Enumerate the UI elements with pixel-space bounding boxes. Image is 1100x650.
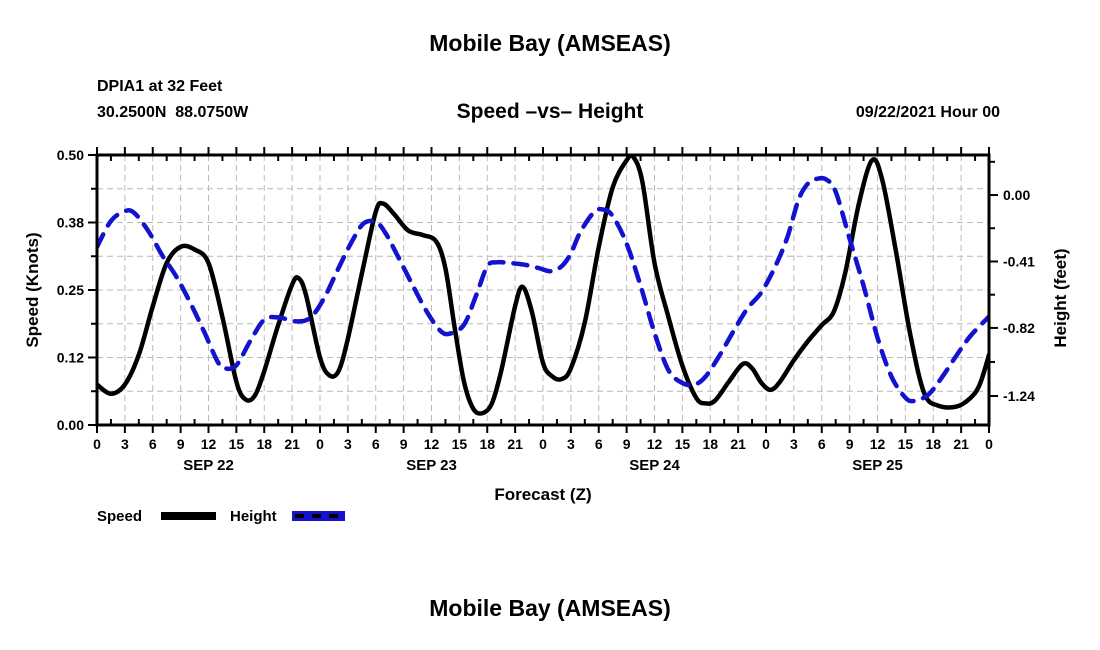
left-tick-label: 0.12	[57, 350, 84, 366]
legend: Speed Height	[0, 505, 1100, 531]
chart-subtitle: Speed –vs– Height	[456, 100, 644, 123]
legend-height-swatch	[292, 511, 345, 521]
x-tick-label: 18	[925, 436, 941, 452]
station-id: DPIA1 at 32 Feet	[97, 78, 223, 95]
x-tick-label: 18	[479, 436, 495, 452]
legend-speed-label: Speed	[97, 508, 143, 525]
x-tick-label: 6	[149, 436, 157, 452]
x-tick-label: 0	[985, 436, 993, 452]
x-tick-label: 3	[567, 436, 575, 452]
x-tick-label: 9	[846, 436, 854, 452]
run-datetime: 09/22/2021 Hour 00	[855, 104, 1000, 121]
next-chart-title: Mobile Bay (AMSEAS)	[429, 595, 671, 621]
x-tick-label: 3	[790, 436, 798, 452]
page-title: Mobile Bay (AMSEAS)	[429, 30, 671, 56]
day-label: SEP 25	[852, 457, 903, 474]
y-axis-label-right: Height (feet)	[1051, 248, 1070, 347]
left-tick-label: 0.50	[57, 147, 84, 163]
legend-height-label: Height	[230, 508, 277, 525]
x-tick-label: 18	[702, 436, 718, 452]
x-tick-label: 0	[93, 436, 101, 452]
x-tick-label: 15	[675, 436, 691, 452]
x-tick-label: 21	[953, 436, 969, 452]
x-tick-label: 0	[316, 436, 324, 452]
x-tick-label: 6	[595, 436, 603, 452]
grid-lines	[97, 155, 989, 425]
x-tick-label: 21	[284, 436, 300, 452]
speed-curve	[97, 155, 989, 416]
right-tick-label: -0.82	[1003, 320, 1035, 336]
x-tick-label: 9	[623, 436, 631, 452]
axis-ticks	[88, 147, 998, 433]
right-tick-label: -0.41	[1003, 253, 1035, 269]
legend-height-swatch-dashes	[295, 514, 342, 518]
x-tick-label: 21	[730, 436, 746, 452]
y-axis-label-left: Speed (Knots)	[23, 232, 42, 347]
x-axis-label: Forecast (Z)	[494, 485, 591, 504]
x-tick-label: 6	[372, 436, 380, 452]
x-tick-label: 9	[400, 436, 408, 452]
day-label: SEP 24	[629, 457, 680, 474]
x-tick-label: 12	[647, 436, 663, 452]
x-tick-label: 12	[870, 436, 886, 452]
right-tick-label: -1.24	[1003, 388, 1035, 404]
left-tick-label: 0.38	[57, 215, 84, 231]
x-tick-label: 18	[256, 436, 272, 452]
x-tick-label: 15	[229, 436, 245, 452]
x-tick-label: 12	[201, 436, 217, 452]
x-tick-label: 0	[539, 436, 547, 452]
height-curve	[97, 175, 989, 404]
x-tick-label: 15	[898, 436, 914, 452]
x-tick-label: 0	[762, 436, 770, 452]
x-tick-label: 6	[818, 436, 826, 452]
speed-vs-height-plot: 0 3 6 9 12 15 18 21 0 3 6 9 12 15 18 21 0 3 6 9 12 15 18 21 0 3 6 9…	[23, 147, 1070, 504]
x-tick-label: 12	[424, 436, 440, 452]
day-label: SEP 22	[183, 457, 234, 474]
axis-tick-labels: 0 3 6 9 12 15 18 21 0 3 6 9 12 15 18 21 0 3 6 9 12 15 18 21 0 3 6 9…	[57, 147, 1035, 474]
day-label: SEP 23	[406, 457, 457, 474]
station-coordinates: 30.2500N 88.0750W	[97, 104, 249, 121]
right-tick-label: 0.00	[1003, 187, 1030, 203]
x-tick-label: 21	[507, 436, 523, 452]
left-tick-label: 0.25	[57, 282, 84, 298]
x-tick-label: 15	[452, 436, 468, 452]
x-tick-label: 3	[344, 436, 352, 452]
x-tick-label: 3	[121, 436, 129, 452]
legend-speed-swatch	[161, 512, 216, 520]
x-tick-label: 9	[177, 436, 185, 452]
left-tick-label: 0.00	[57, 417, 84, 433]
data-curves	[97, 155, 989, 416]
